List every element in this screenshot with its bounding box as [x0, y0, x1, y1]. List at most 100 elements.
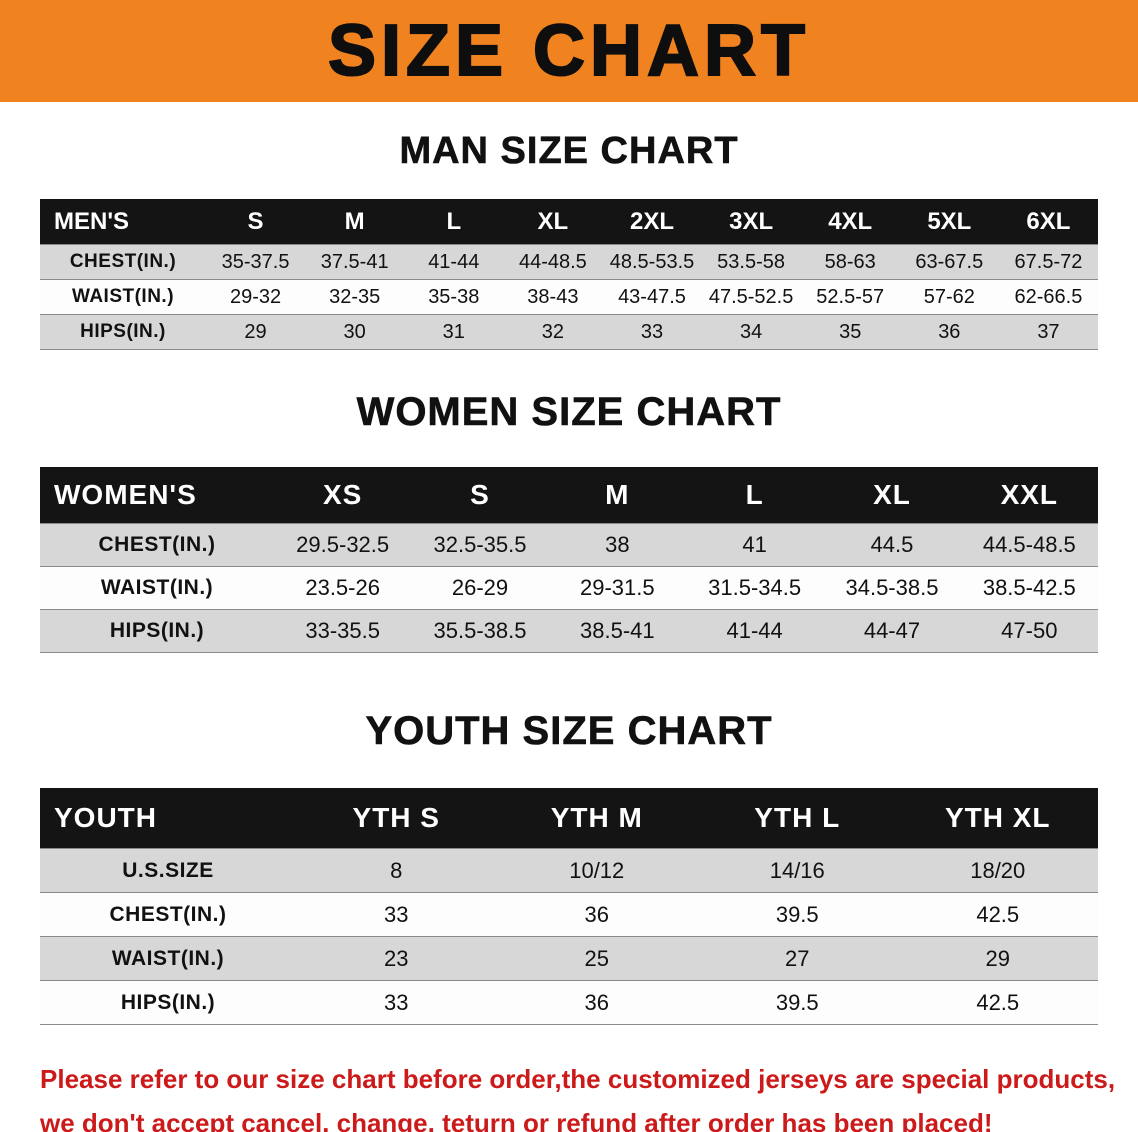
measurement-row: WAIST(IN.) 23 25 27 29 — [40, 936, 1098, 981]
value-cell: 23 — [296, 936, 497, 981]
value-cell: 29 — [206, 314, 306, 350]
measurement-row: CHEST(IN.) 29.5-32.5 32.5-35.5 38 41 44.5 44.5… — [40, 523, 1098, 567]
order-disclaimer: Please refer to our size chart before or… — [40, 1057, 1138, 1132]
value-cell: 29.5-32.5 — [274, 523, 412, 567]
size-chart-banner: SIZE CHART — [0, 0, 1138, 102]
value-cell: 35-37.5 — [206, 244, 306, 280]
value-cell: 29-32 — [206, 279, 306, 315]
youth-size-table: YOUTH YTH S YTH M YTH L YTH XL U.S.SIZE 8 10/12… — [40, 788, 1098, 1025]
value-cell: 43-47.5 — [602, 279, 702, 315]
value-cell: 33 — [602, 314, 702, 350]
value-cell: 26-29 — [411, 566, 549, 610]
value-cell: 30 — [305, 314, 405, 350]
row-label: U.S.SIZE — [40, 848, 296, 893]
value-cell: 38.5-41 — [548, 609, 686, 653]
value-cell: 35.5-38.5 — [411, 609, 549, 653]
table-header-row: MEN'S S M L XL 2XL 3XL 4XL 5XL 6XL — [40, 199, 1098, 245]
size-header-cell: XXL — [960, 467, 1098, 524]
value-cell: 32 — [503, 314, 603, 350]
value-cell: 62-66.5 — [998, 279, 1098, 315]
size-header-cell: 5XL — [899, 199, 999, 245]
value-cell: 44.5-48.5 — [960, 523, 1098, 567]
measurement-row: HIPS(IN.) 33-35.5 35.5-38.5 38.5-41 41-44 44-… — [40, 609, 1098, 653]
value-cell: 44-48.5 — [503, 244, 603, 280]
value-cell: 39.5 — [697, 980, 898, 1025]
row-label: HIPS(IN.) — [40, 314, 206, 350]
value-cell: 41-44 — [404, 244, 504, 280]
value-cell: 29-31.5 — [548, 566, 686, 610]
size-header-cell: XL — [503, 199, 603, 245]
value-cell: 10/12 — [496, 848, 697, 893]
value-cell: 35-38 — [404, 279, 504, 315]
measurement-row: HIPS(IN.) 29 30 31 32 33 34 35 36 37 — [40, 314, 1098, 350]
table-title-cell: MEN'S — [40, 199, 206, 245]
value-cell: 42.5 — [897, 980, 1098, 1025]
row-label: WAIST(IN.) — [40, 936, 296, 981]
value-cell: 44-47 — [823, 609, 961, 653]
size-header-cell: S — [206, 199, 306, 245]
value-cell: 29 — [897, 936, 1098, 981]
row-label: CHEST(IN.) — [40, 523, 274, 567]
value-cell: 14/16 — [697, 848, 898, 893]
table-title-cell: WOMEN'S — [40, 467, 274, 524]
size-header-cell: YTH L — [697, 788, 898, 849]
youth-size-section: YOUTH SIZE CHART YOUTH YTH S YTH M YTH L YTH… — [0, 709, 1138, 1025]
men-size-table: MEN'S S M L XL 2XL 3XL 4XL 5XL 6XL CHEST(IN.) 35-37… — [40, 199, 1098, 350]
value-cell: 32.5-35.5 — [411, 523, 549, 567]
value-cell: 37.5-41 — [305, 244, 405, 280]
value-cell: 63-67.5 — [899, 244, 999, 280]
row-label: CHEST(IN.) — [40, 244, 206, 280]
value-cell: 44.5 — [823, 523, 961, 567]
row-label: CHEST(IN.) — [40, 892, 296, 937]
size-header-cell: YTH XL — [897, 788, 1098, 849]
value-cell: 42.5 — [897, 892, 1098, 937]
measurement-row: HIPS(IN.) 33 36 39.5 42.5 — [40, 980, 1098, 1025]
value-cell: 39.5 — [697, 892, 898, 937]
value-cell: 23.5-26 — [274, 566, 412, 610]
row-label: HIPS(IN.) — [40, 980, 296, 1025]
women-size-section: WOMEN SIZE CHART WOMEN'S XS S M L XL XXL CHEST(… — [0, 390, 1138, 653]
row-label: WAIST(IN.) — [40, 566, 274, 610]
value-cell: 67.5-72 — [998, 244, 1098, 280]
size-header-cell: 4XL — [800, 199, 900, 245]
value-cell: 31.5-34.5 — [685, 566, 824, 610]
value-cell: 41 — [685, 523, 824, 567]
size-header-cell: L — [685, 467, 824, 524]
women-size-table: WOMEN'S XS S M L XL XXL CHEST(IN.) 29.5-32.5 32.5… — [40, 467, 1098, 653]
row-label: HIPS(IN.) — [40, 609, 274, 653]
value-cell: 33 — [296, 892, 497, 937]
value-cell: 25 — [496, 936, 697, 981]
size-header-cell: 2XL — [602, 199, 702, 245]
measurement-row: CHEST(IN.) 35-37.5 37.5-41 41-44 44-48.5 48.5… — [40, 244, 1098, 280]
size-header-cell: 3XL — [701, 199, 801, 245]
value-cell: 36 — [899, 314, 999, 350]
value-cell: 34 — [701, 314, 801, 350]
value-cell: 18/20 — [897, 848, 1098, 893]
banner-title: SIZE CHART — [327, 10, 810, 92]
men-section-heading: MAN SIZE CHART — [399, 130, 739, 173]
value-cell: 41-44 — [685, 609, 824, 653]
size-header-cell: M — [305, 199, 405, 245]
row-label: WAIST(IN.) — [40, 279, 206, 315]
measurement-row: U.S.SIZE 8 10/12 14/16 18/20 — [40, 848, 1098, 893]
disclaimer-line-1: Please refer to our size chart before or… — [40, 1064, 1116, 1094]
women-section-heading: WOMEN SIZE CHART — [356, 390, 782, 435]
value-cell: 32-35 — [305, 279, 405, 315]
size-header-cell: XL — [823, 467, 961, 524]
value-cell: 48.5-53.5 — [602, 244, 702, 280]
value-cell: 33-35.5 — [274, 609, 412, 653]
size-header-cell: L — [404, 199, 504, 245]
table-header-row: YOUTH YTH S YTH M YTH L YTH XL — [40, 788, 1098, 849]
value-cell: 27 — [697, 936, 898, 981]
value-cell: 38.5-42.5 — [960, 566, 1098, 610]
value-cell: 47.5-52.5 — [701, 279, 801, 315]
table-title-cell: YOUTH — [40, 788, 296, 849]
value-cell: 37 — [998, 314, 1098, 350]
size-header-cell: M — [548, 467, 686, 524]
value-cell: 58-63 — [800, 244, 900, 280]
men-size-section: MAN SIZE CHART MEN'S S M L XL 2XL 3XL 4XL 5XL 6XL… — [0, 130, 1138, 350]
measurement-row: CHEST(IN.) 33 36 39.5 42.5 — [40, 892, 1098, 937]
value-cell: 31 — [404, 314, 504, 350]
value-cell: 52.5-57 — [800, 279, 900, 315]
value-cell: 33 — [296, 980, 497, 1025]
